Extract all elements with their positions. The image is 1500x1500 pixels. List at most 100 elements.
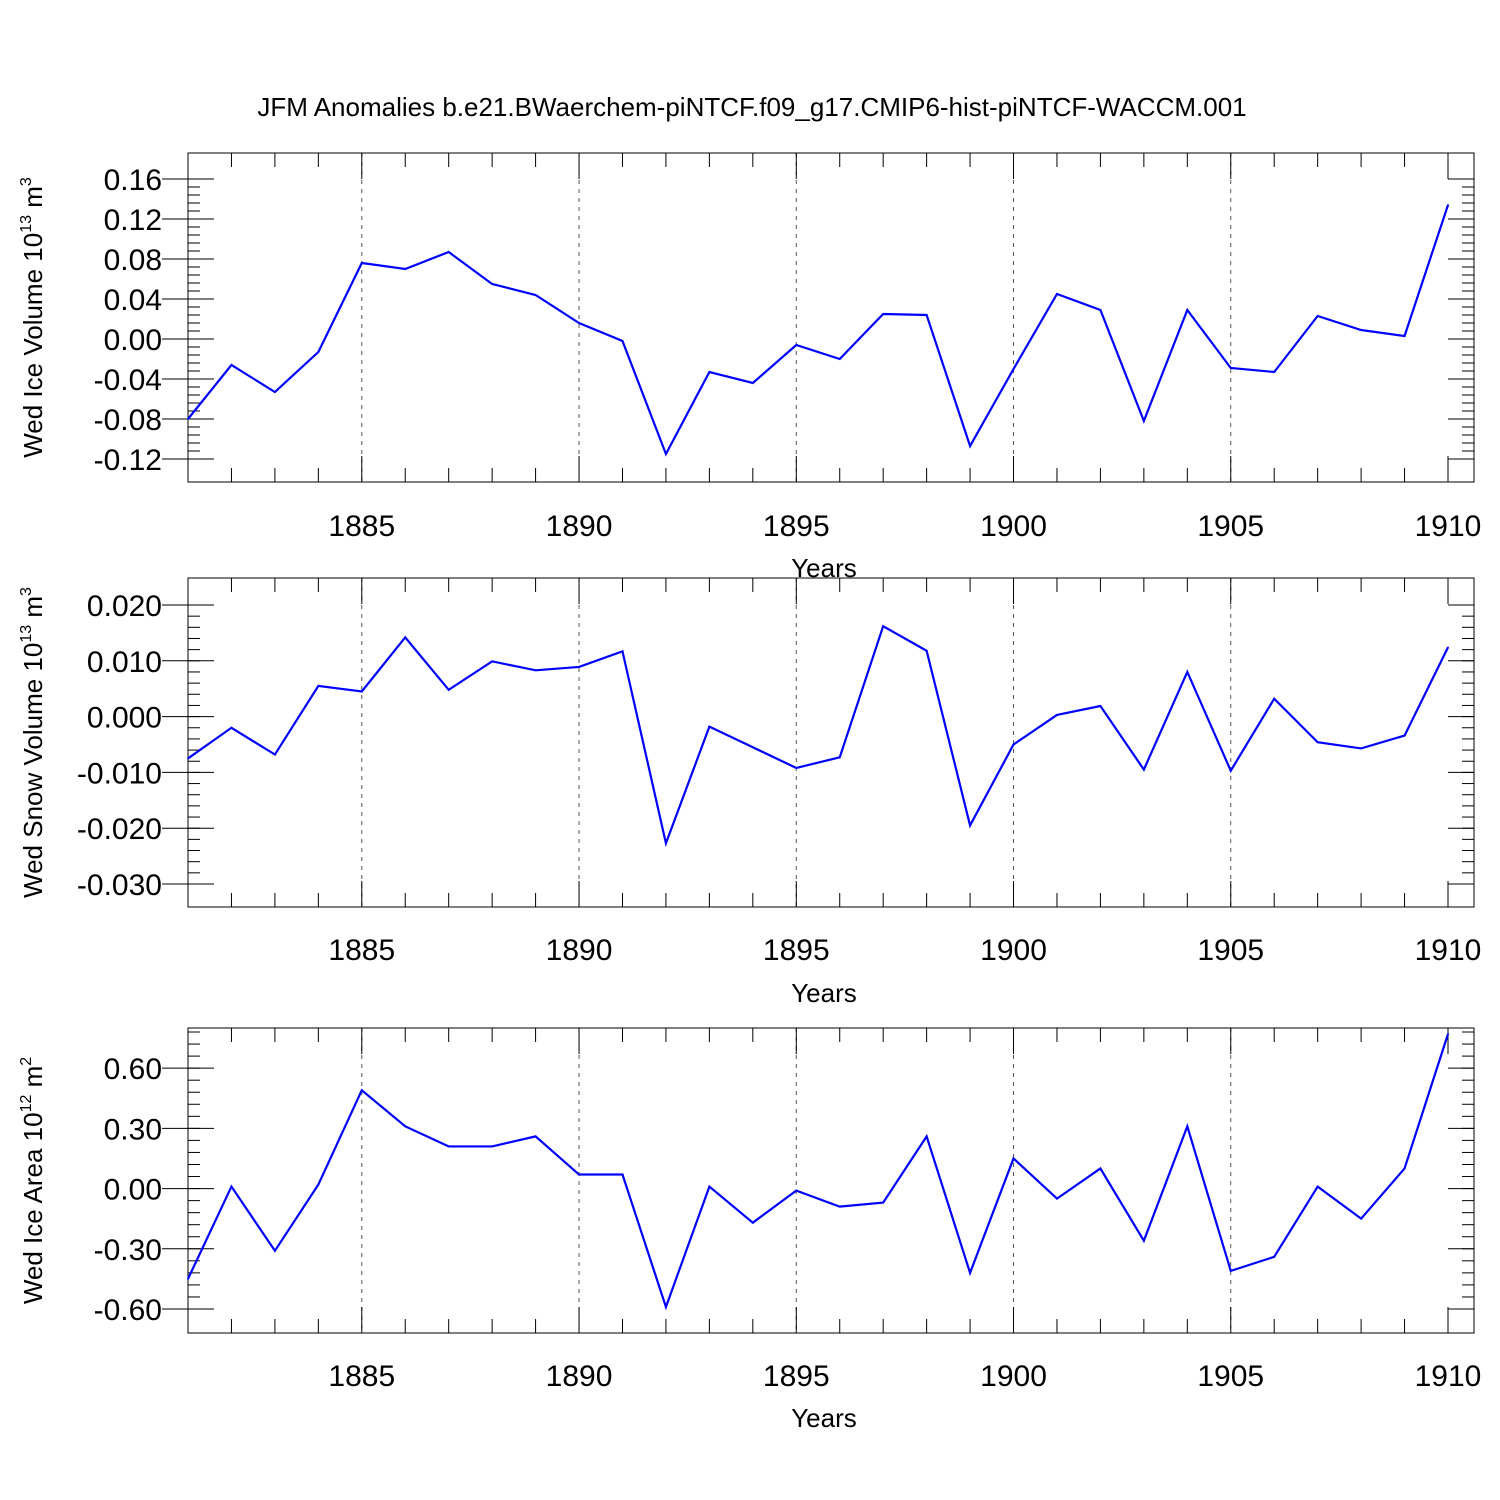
data-point [1012, 368, 1015, 370]
y-axis-title: Wed Ice Area 1012 m2 [18, 1057, 48, 1304]
series-line [187, 204, 1450, 457]
data-point [1099, 1167, 1102, 1170]
data-point [534, 294, 537, 296]
data-point [187, 418, 189, 420]
y-axis-title-superscript: 13 [18, 215, 35, 233]
y-tick-label: -0.12 [94, 444, 162, 477]
y-axis-title-part: m [18, 1066, 48, 1095]
data-point [1316, 315, 1319, 317]
x-tick-label: 1885 [328, 1360, 395, 1393]
data-point [578, 322, 580, 324]
y-tick-label: -0.08 [94, 404, 162, 437]
data-point [708, 371, 711, 373]
y-tick-label: 0.04 [104, 284, 162, 317]
y-tick-label: 0.08 [104, 244, 162, 277]
data-point [273, 753, 276, 756]
y-tick-label: 0.00 [104, 324, 162, 357]
panel-3: -0.60 -0.30 0.00 0.30 0.60 1885 1890 1895 1900 19… [18, 1027, 1482, 1433]
data-point [1012, 1157, 1015, 1160]
x-tick-label: 1895 [763, 934, 830, 967]
data-point [708, 1185, 711, 1188]
data-point [1403, 1167, 1406, 1170]
x-tick-label: 1900 [980, 510, 1047, 543]
x-tick-label: 1905 [1197, 934, 1264, 967]
data-point [404, 268, 407, 270]
plot-frame [187, 152, 1475, 483]
x-tick-label: 1890 [546, 1360, 613, 1393]
y-axis-title-superscript: 2 [18, 1057, 35, 1066]
y-axis-title-superscript: 3 [18, 177, 35, 186]
panel-2: -0.030 -0.020 -0.010 0.000 0.010 0.020 1885 189… [18, 577, 1482, 1008]
data-point [447, 251, 450, 253]
x-tick-label: 1905 [1197, 510, 1264, 543]
data-point [404, 636, 407, 639]
data-point [621, 650, 624, 653]
data-point [925, 314, 928, 316]
data-point [317, 685, 320, 687]
y-axis-title: Wed Ice Volume 1013 m3 [18, 177, 48, 458]
data-point [1099, 309, 1102, 311]
data-point [317, 351, 320, 353]
y-tick-label: -0.020 [77, 813, 162, 846]
x-tick-label: 1890 [546, 934, 613, 967]
data-point [1273, 371, 1276, 373]
data-point [969, 445, 971, 447]
data-point [491, 660, 494, 663]
data-point [621, 1173, 624, 1176]
x-tick-label: 1895 [763, 1360, 830, 1393]
y-tick-label: -0.60 [94, 1294, 162, 1327]
data-point [665, 453, 667, 455]
data-point [665, 1306, 667, 1308]
y-axis-title-superscript: 12 [18, 1095, 35, 1113]
y-tick-label: -0.30 [94, 1234, 162, 1267]
y-tick-label: 0.020 [87, 590, 162, 623]
data-point [1012, 743, 1015, 746]
data-point [1142, 1239, 1145, 1242]
data-point [1447, 204, 1449, 206]
data-point [1099, 705, 1102, 707]
data-point [534, 1135, 537, 1138]
data-point [751, 1221, 754, 1224]
plot-frame [187, 577, 1475, 908]
x-tick-label: 1900 [980, 1360, 1047, 1393]
x-tick-label: 1910 [1415, 934, 1482, 967]
data-point [578, 1173, 580, 1176]
data-point [795, 1189, 798, 1192]
data-point [187, 1277, 189, 1280]
data-point [795, 344, 798, 346]
data-point [1360, 329, 1363, 331]
data-point [1186, 309, 1189, 311]
data-point [1273, 697, 1276, 700]
y-tick-label: 0.00 [104, 1174, 162, 1207]
x-tick-label: 1895 [763, 510, 830, 543]
data-point [1186, 1125, 1189, 1128]
x-tick-label: 1910 [1415, 1360, 1482, 1393]
data-point [708, 725, 711, 728]
y-tick-label: 0.000 [87, 702, 162, 735]
data-point [1316, 1185, 1319, 1188]
y-tick-label: 0.60 [104, 1053, 162, 1086]
y-axis-title-part: Wed Ice Area 10 [18, 1112, 48, 1304]
data-point [925, 649, 928, 652]
data-point [621, 340, 624, 342]
data-point [1229, 769, 1232, 772]
data-point [751, 382, 754, 384]
x-tick-label: 1905 [1197, 1360, 1264, 1393]
panel-1: -0.12 -0.08 -0.04 0.00 0.04 0.08 0.12 0.16 1885 1… [18, 152, 1481, 583]
data-point [1447, 1033, 1449, 1035]
data-point [1403, 734, 1406, 737]
y-axis-title-part: m [18, 596, 48, 625]
data-point [882, 625, 885, 628]
data-point [1403, 335, 1406, 337]
x-tick-label: 1890 [546, 510, 613, 543]
data-point [969, 824, 971, 827]
x-tick-label: 1885 [328, 510, 395, 543]
data-point [273, 391, 276, 393]
y-tick-label: -0.04 [94, 364, 162, 397]
y-tick-label: 0.010 [87, 646, 162, 679]
data-point [578, 666, 580, 668]
data-point [838, 1205, 841, 1208]
plot-frame [187, 1027, 1475, 1334]
data-point [447, 1145, 450, 1148]
